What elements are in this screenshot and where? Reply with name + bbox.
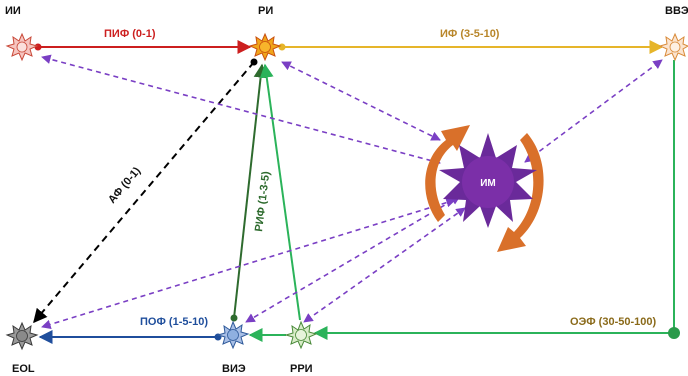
edge-if-start-dot — [278, 43, 286, 51]
link-im-ri — [281, 61, 441, 141]
node-vve — [658, 32, 688, 62]
node-ri-label: РИ — [258, 5, 273, 17]
link-im-ii — [41, 54, 441, 166]
edge-pof-label: ПОФ (1-5-10) — [140, 316, 208, 328]
node-vve-label: ВВЭ — [665, 5, 688, 17]
edge-pif-start-dot — [34, 43, 42, 51]
edge-rif-label: РИФ (1-3-5) — [253, 170, 272, 232]
edge-rri-ri — [259, 63, 301, 321]
link-im-eol — [41, 197, 456, 330]
node-ii-label: ИИ — [5, 5, 21, 17]
edge-oef-label: ОЭФ (30-50-100) — [570, 316, 656, 328]
node-ii — [5, 32, 39, 62]
edge-oef-start-dot — [668, 327, 680, 339]
edge-pif-label: ПИФ (0-1) — [104, 28, 156, 40]
edge-rif-start-dot — [230, 314, 238, 322]
link-im-vie — [245, 195, 461, 323]
cycle-arrow-right — [497, 133, 544, 252]
edge-af-start-dot — [250, 58, 258, 66]
node-eol-label: EOL — [12, 363, 35, 375]
link-im-rri — [303, 207, 466, 323]
node-vie — [216, 320, 250, 350]
node-vie-label: ВИЭ — [222, 363, 246, 375]
cycle-arrow-left — [425, 125, 470, 222]
node-ri — [248, 32, 282, 62]
node-eol — [5, 321, 39, 351]
node-im: ИМ — [439, 133, 537, 228]
node-rri — [284, 320, 318, 350]
node-rri-label: РРИ — [290, 363, 313, 375]
edge-if-label: ИФ (3-5-10) — [440, 28, 500, 40]
link-im-vve — [524, 59, 663, 163]
edge-af — [33, 61, 255, 324]
node-im-label: ИМ — [480, 178, 496, 189]
im-links — [41, 54, 663, 330]
im-circle — [462, 156, 514, 208]
